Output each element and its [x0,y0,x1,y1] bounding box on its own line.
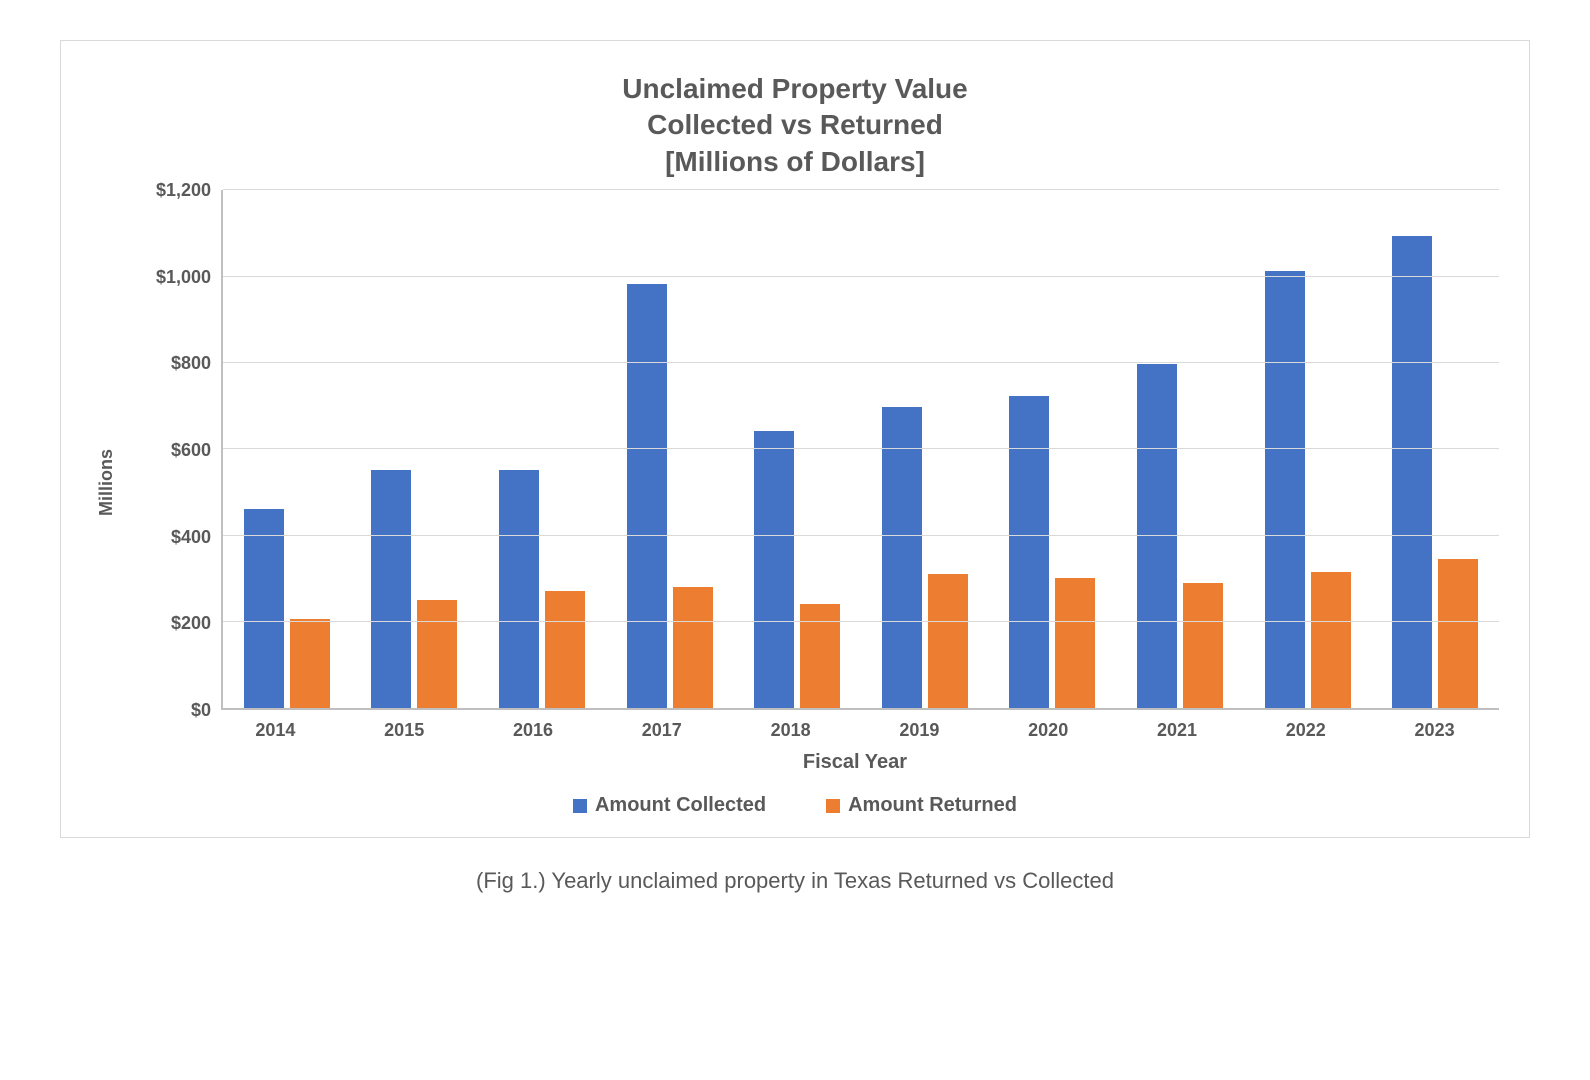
x-tick-label: 2023 [1370,710,1499,741]
plot-row: $1,200$1,000$800$600$400$200$0 [121,190,1499,710]
bar [499,470,539,708]
bar [244,509,284,708]
category-group [1371,190,1499,708]
x-spacer [121,741,211,774]
gridline [223,362,1499,363]
bar [800,604,840,708]
bar [673,587,713,708]
chart-title-line: [Millions of Dollars] [91,144,1499,180]
y-tick-labels: $1,200$1,000$800$600$400$200$0 [121,190,221,710]
chart-body: Millions $1,200$1,000$800$600$400$200$0 … [91,190,1499,774]
bar [1438,559,1478,709]
x-tick-label: 2017 [597,710,726,741]
bar [1137,364,1177,709]
x-tick-label: 2020 [984,710,1113,741]
bar [1055,578,1095,708]
y-axis-title-wrap: Millions [91,190,121,774]
x-tick-label: 2019 [855,710,984,741]
legend-item: Amount Returned [826,794,1017,817]
bar [290,619,330,708]
figure-caption: (Fig 1.) Yearly unclaimed property in Te… [60,868,1530,894]
legend-item: Amount Collected [573,794,766,817]
x-tick-label: 2015 [340,710,469,741]
gridline [223,276,1499,277]
chart-legend: Amount Collected Amount Returned [91,794,1499,817]
legend-label: Amount Returned [848,794,1017,817]
gridline [223,189,1499,190]
legend-swatch [826,799,840,813]
gridline [223,535,1499,536]
bar [754,431,794,708]
gridline [223,621,1499,622]
x-axis-title: Fiscal Year [211,751,1499,774]
x-tick-label: 2016 [469,710,598,741]
y-axis-title: Millions [96,449,117,516]
gridline [223,448,1499,449]
category-group [351,190,479,708]
bar [1183,583,1223,709]
bar [371,470,411,708]
plot-area [221,190,1499,710]
category-group [861,190,989,708]
chart-title-line: Unclaimed Property Value [91,71,1499,107]
bars-layer [223,190,1499,708]
legend-swatch [573,799,587,813]
category-group [478,190,606,708]
x-tick-label: 2022 [1241,710,1370,741]
chart-title: Unclaimed Property ValueCollected vs Ret… [91,71,1499,180]
bar [545,591,585,708]
x-tick-label: 2014 [211,710,340,741]
bar [1392,236,1432,708]
category-group [733,190,861,708]
bar [1265,271,1305,709]
category-group [606,190,734,708]
bar [1311,572,1351,709]
legend-label: Amount Collected [595,794,766,817]
x-axis-row: 2014201520162017201820192020202120222023 [121,710,1499,741]
category-group [989,190,1117,708]
page: Unclaimed Property ValueCollected vs Ret… [0,0,1590,1080]
x-tick-label: 2018 [726,710,855,741]
category-group [223,190,351,708]
x-spacer [121,710,211,741]
bar [1009,396,1049,708]
chart-title-line: Collected vs Returned [91,107,1499,143]
bar [882,407,922,708]
chart-frame: Unclaimed Property ValueCollected vs Ret… [60,40,1530,838]
plot-wrap: $1,200$1,000$800$600$400$200$0 201420152… [121,190,1499,774]
x-axis-title-row: Fiscal Year [121,741,1499,774]
category-group [1116,190,1244,708]
bar [417,600,457,708]
x-tick-label: 2021 [1113,710,1242,741]
category-group [1244,190,1372,708]
bar [627,284,667,709]
x-tick-labels: 2014201520162017201820192020202120222023 [211,710,1499,741]
bar [928,574,968,708]
